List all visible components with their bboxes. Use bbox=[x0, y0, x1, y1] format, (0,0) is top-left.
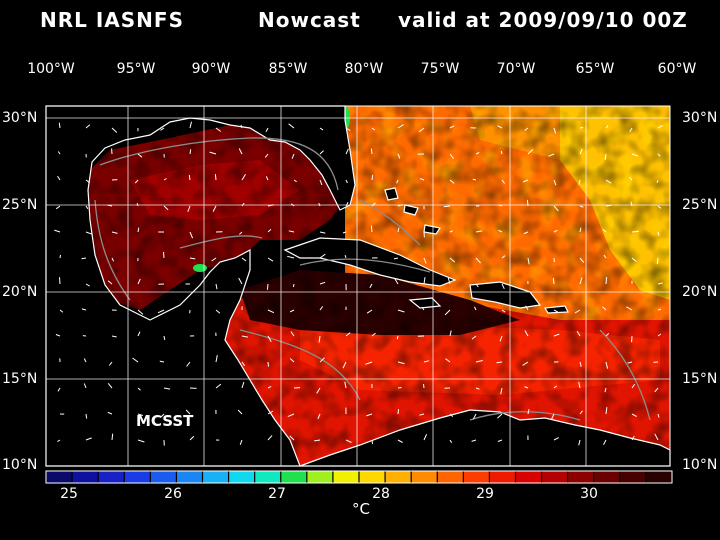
colorbar-swatch bbox=[463, 471, 490, 483]
colorbar-swatch bbox=[541, 471, 569, 483]
lat-label-15n-right: 15°N bbox=[682, 371, 718, 387]
colorbar-swatch bbox=[72, 471, 99, 483]
lon-label-100w: 100°W bbox=[27, 61, 75, 77]
colorbar-swatch bbox=[228, 471, 256, 483]
colorbar-swatch bbox=[176, 471, 203, 483]
lon-label-70w: 70°W bbox=[496, 61, 536, 77]
colorbar-swatch bbox=[98, 471, 125, 483]
colorbar-label-27: 27 bbox=[268, 486, 286, 502]
current-vectors bbox=[54, 121, 663, 446]
lon-label-60w: 60°W bbox=[657, 61, 697, 77]
yucatan-cool-spot bbox=[193, 264, 207, 272]
lon-label-75w: 75°W bbox=[420, 61, 460, 77]
colorbar-swatch bbox=[515, 471, 543, 483]
lat-label-30n-left: 30°N bbox=[2, 110, 38, 126]
lat-label-10n-right: 10°N bbox=[682, 457, 718, 473]
colorbar-swatch bbox=[567, 471, 595, 483]
lat-label-25n-right: 25°N bbox=[682, 197, 718, 213]
colorbar-swatch bbox=[619, 471, 647, 483]
lon-label-95w: 95°W bbox=[116, 61, 156, 77]
colorbar-swatch bbox=[254, 471, 282, 483]
colorbar-swatch bbox=[150, 471, 177, 483]
colorbar-swatch bbox=[202, 471, 230, 483]
colorbar-swatch bbox=[46, 471, 73, 483]
land-masses bbox=[45, 105, 671, 467]
colorbar-swatch bbox=[645, 471, 673, 483]
title-nowcast: Nowcast bbox=[258, 8, 361, 32]
lon-label-65w: 65°W bbox=[575, 61, 615, 77]
lat-label-25n-left: 25°N bbox=[2, 197, 38, 213]
lon-label-90w: 90°W bbox=[191, 61, 231, 77]
graticule bbox=[46, 106, 670, 466]
south-america-landmass bbox=[299, 409, 671, 467]
colorbar-swatch bbox=[593, 471, 621, 483]
colorbar-label-26: 26 bbox=[164, 486, 182, 502]
colorbar-swatch bbox=[359, 471, 386, 483]
colorbar-label-29: 29 bbox=[476, 486, 494, 502]
title-valid-time: valid at 2009/09/10 00Z bbox=[398, 8, 688, 32]
colorbar-swatch bbox=[306, 471, 334, 483]
colorbar-swatch bbox=[124, 471, 151, 483]
colorbar-swatch bbox=[411, 471, 438, 483]
colorbar-swatch bbox=[332, 471, 360, 483]
colorbar-swatch bbox=[280, 471, 308, 483]
colorbar-label-25: 25 bbox=[60, 486, 78, 502]
colorbar-swatch bbox=[489, 471, 516, 483]
lat-label-20n-left: 20°N bbox=[2, 284, 38, 300]
map-frame bbox=[45, 105, 671, 467]
source-label-mcsst: MCSST bbox=[136, 412, 194, 430]
title-nrl-iasnfs: NRL IASNFS bbox=[40, 8, 184, 32]
lon-label-85w: 85°W bbox=[268, 61, 308, 77]
isobath-contours bbox=[94, 137, 651, 421]
colorbar-units: °C bbox=[352, 500, 370, 518]
lon-label-80w: 80°W bbox=[344, 61, 384, 77]
colorbar-swatch bbox=[437, 471, 464, 483]
colorbar-swatch bbox=[385, 471, 412, 483]
lat-label-20n-right: 20°N bbox=[682, 284, 718, 300]
colorbar-label-28: 28 bbox=[372, 486, 390, 502]
lat-label-15n-left: 15°N bbox=[2, 371, 38, 387]
colorbar-label-30: 30 bbox=[580, 486, 598, 502]
lat-label-30n-right: 30°N bbox=[682, 110, 718, 126]
lat-label-10n-left: 10°N bbox=[2, 457, 38, 473]
